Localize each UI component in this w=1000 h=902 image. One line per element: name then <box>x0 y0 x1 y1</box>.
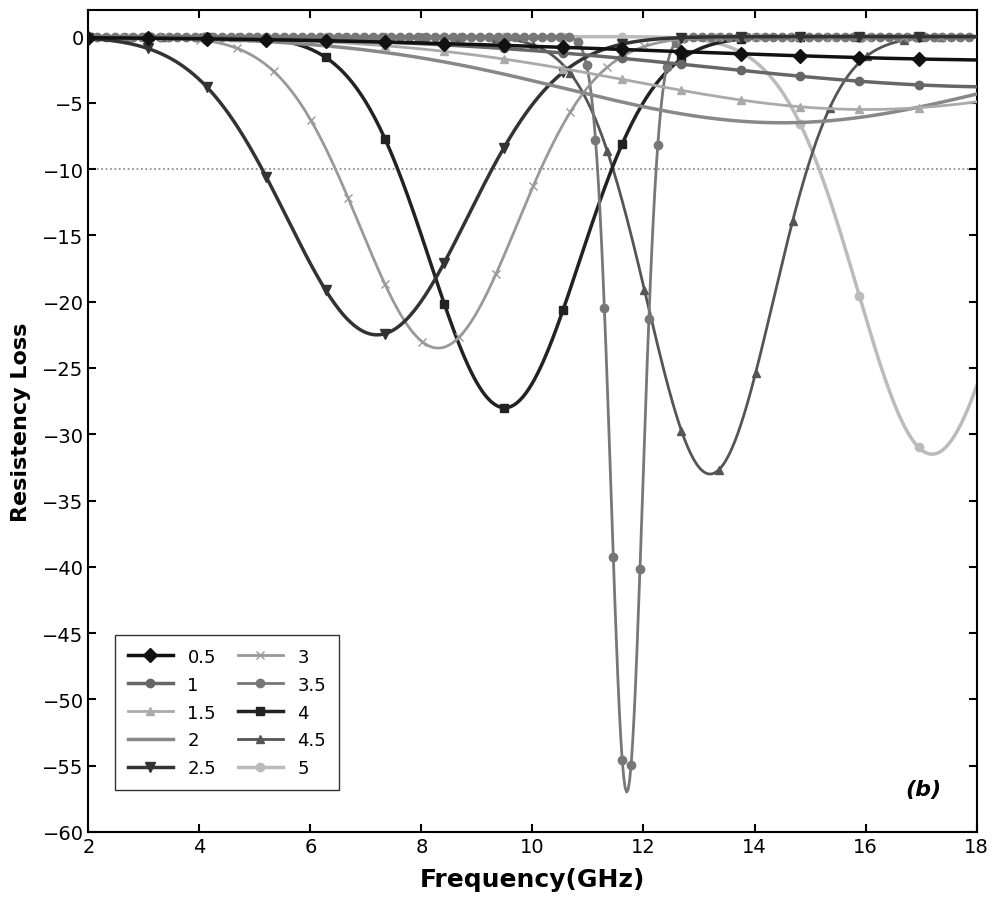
X-axis label: Frequency(GHz): Frequency(GHz) <box>420 867 645 891</box>
Legend: 0.5, 1, 1.5, 2, 2.5, 3, 3.5, 4, 4.5, 5: 0.5, 1, 1.5, 2, 2.5, 3, 3.5, 4, 4.5, 5 <box>115 635 339 790</box>
Y-axis label: Resistency Loss: Resistency Loss <box>11 322 31 521</box>
Text: (b): (b) <box>905 779 941 799</box>
